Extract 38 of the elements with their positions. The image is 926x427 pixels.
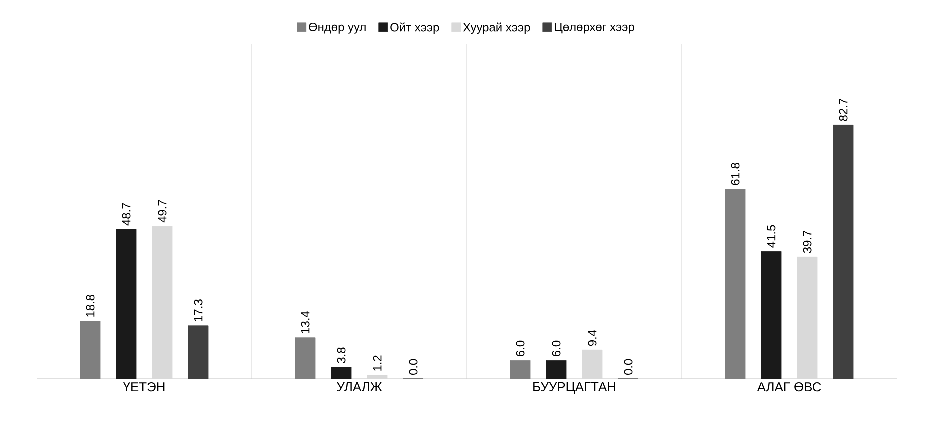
bar <box>116 229 137 380</box>
bar <box>582 350 603 380</box>
bar <box>833 125 854 380</box>
legend-label: Ойт хээр <box>390 22 440 34</box>
data-label: 13.4 <box>301 311 310 334</box>
bar <box>546 360 567 380</box>
legend-label: Цөлөрхөг хээр <box>555 23 634 34</box>
x-tick-label: АЛАГ ӨВС <box>757 382 822 392</box>
data-label: 48.7 <box>122 203 131 226</box>
x-tick-label: БУУРЦАГТАН <box>534 382 616 394</box>
x-tick-label: ҮЕТЭН <box>123 382 165 392</box>
data-label: 6.0 <box>552 340 561 356</box>
data-label: 9.4 <box>588 330 597 346</box>
bar <box>80 321 101 380</box>
legend-label: Өндөр уул <box>309 23 366 34</box>
bar <box>152 226 173 380</box>
bar <box>761 251 782 380</box>
data-label: 82.7 <box>839 99 848 122</box>
data-label: 61.8 <box>731 163 740 186</box>
bar <box>510 360 531 380</box>
data-label: 49.7 <box>158 200 167 223</box>
legend-label: Хуурай хээр <box>463 22 530 34</box>
data-label: 39.7 <box>803 230 812 254</box>
data-label: 41.5 <box>767 225 776 248</box>
bar <box>295 338 316 380</box>
bar <box>725 189 746 380</box>
data-label: 0.0 <box>624 359 633 376</box>
data-label: 1.2 <box>373 356 382 371</box>
bar <box>367 375 388 380</box>
data-label: 0.0 <box>409 359 418 376</box>
data-label: 6.0 <box>516 340 525 356</box>
data-label: 18.8 <box>86 295 95 317</box>
data-label: 17.3 <box>194 300 203 322</box>
data-label: 3.8 <box>337 348 346 364</box>
bar <box>797 256 818 380</box>
x-tick-label: УЛАЛЖ <box>337 382 382 392</box>
bar <box>188 326 209 380</box>
bar <box>331 367 352 380</box>
